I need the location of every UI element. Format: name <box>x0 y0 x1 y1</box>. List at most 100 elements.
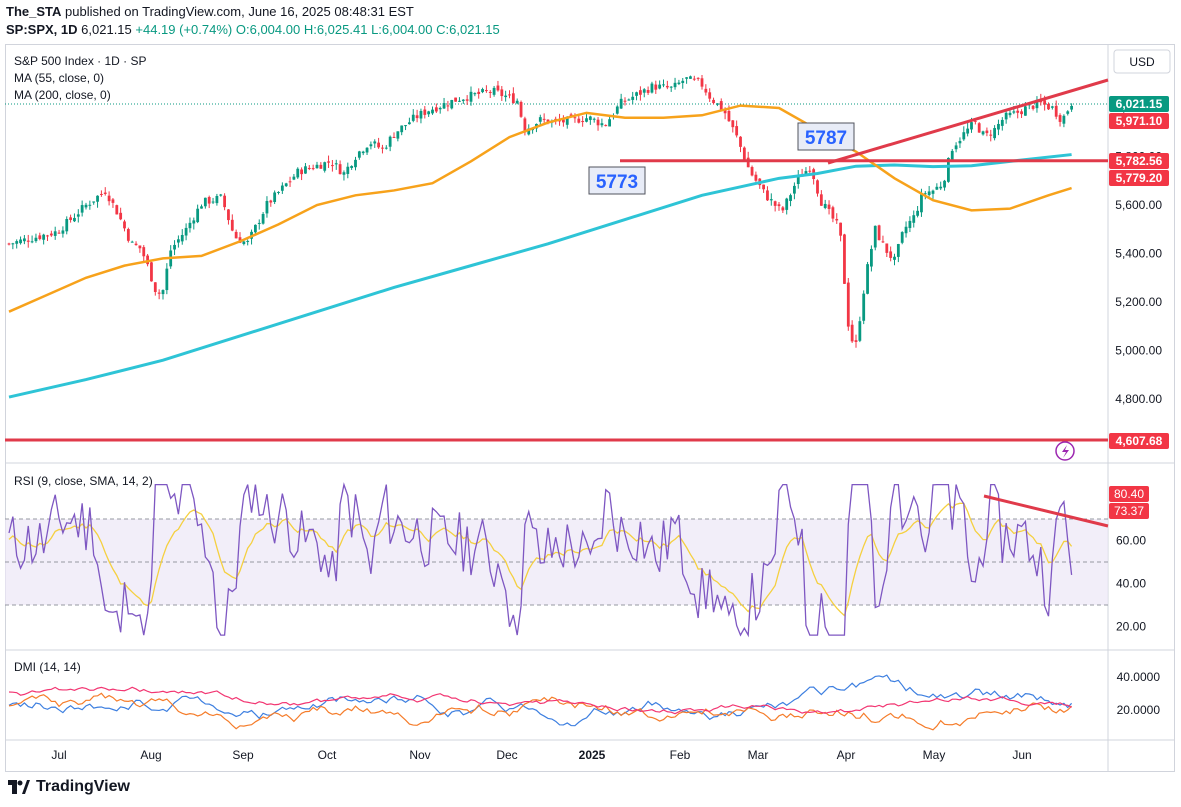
candle-body[interactable] <box>650 83 654 93</box>
candle-body[interactable] <box>769 199 773 201</box>
candle-body[interactable] <box>939 186 943 189</box>
candle-body[interactable] <box>319 164 323 169</box>
candle-body[interactable] <box>588 116 592 120</box>
candle-body[interactable] <box>434 107 438 112</box>
candle-body[interactable] <box>76 214 80 217</box>
candle-body[interactable] <box>277 191 280 193</box>
candle-body[interactable] <box>746 157 750 168</box>
candle-body[interactable] <box>465 99 469 101</box>
candle-body[interactable] <box>234 231 238 239</box>
candle-body[interactable] <box>211 201 215 203</box>
candle-body[interactable] <box>527 128 531 135</box>
candle-body[interactable] <box>461 99 465 101</box>
candle-body[interactable] <box>739 136 742 147</box>
candle-body[interactable] <box>954 145 958 150</box>
candle-body[interactable] <box>577 118 581 123</box>
candle-body[interactable] <box>1024 106 1027 116</box>
candle-body[interactable] <box>585 118 588 122</box>
candle-body[interactable] <box>184 227 188 236</box>
candle-body[interactable] <box>215 196 219 204</box>
candle-body[interactable] <box>207 197 211 204</box>
candle-body[interactable] <box>373 141 377 144</box>
candle-body[interactable] <box>1000 119 1004 126</box>
candle-body[interactable] <box>49 233 53 236</box>
candle-body[interactable] <box>689 76 692 79</box>
candle-body[interactable] <box>900 232 904 243</box>
candle-body[interactable] <box>361 151 365 154</box>
candle-body[interactable] <box>107 195 111 202</box>
candle-body[interactable] <box>458 100 461 102</box>
candle-body[interactable] <box>835 218 839 221</box>
candle-body[interactable] <box>943 180 946 188</box>
candle-body[interactable] <box>658 84 662 89</box>
candle-body[interactable] <box>126 229 130 241</box>
candle-body[interactable] <box>396 131 400 139</box>
candle-body[interactable] <box>781 207 785 211</box>
candle-body[interactable] <box>408 122 411 125</box>
rising-trendline[interactable] <box>827 78 1109 165</box>
candle-body[interactable] <box>307 167 311 169</box>
candle-body[interactable] <box>700 78 704 87</box>
candle-body[interactable] <box>997 123 1000 130</box>
candle-body[interactable] <box>334 163 338 165</box>
candle-body[interactable] <box>269 200 273 203</box>
candle-body[interactable] <box>123 221 126 229</box>
candle-body[interactable] <box>246 240 250 242</box>
candle-body[interactable] <box>177 239 180 243</box>
candle-body[interactable] <box>639 90 642 95</box>
candle-body[interactable] <box>1004 112 1008 120</box>
candle-body[interactable] <box>485 90 488 92</box>
candle-body[interactable] <box>273 192 277 202</box>
chart-frame[interactable] <box>5 44 1175 772</box>
candle-body[interactable] <box>989 134 993 136</box>
candle-body[interactable] <box>816 180 819 194</box>
candle-body[interactable] <box>488 91 492 93</box>
candle-body[interactable] <box>173 244 176 250</box>
candle-body[interactable] <box>115 205 119 215</box>
candle-body[interactable] <box>65 219 69 232</box>
candle-body[interactable] <box>719 101 723 110</box>
candle-body[interactable] <box>931 190 935 194</box>
dmi-pane[interactable] <box>8 674 1073 731</box>
candle-body[interactable] <box>777 204 781 207</box>
candle-body[interactable] <box>284 183 288 187</box>
candle-body[interactable] <box>165 268 169 291</box>
candle-body[interactable] <box>219 194 223 196</box>
candle-body[interactable] <box>619 98 623 109</box>
candle-body[interactable] <box>523 118 527 133</box>
candle-body[interactable] <box>46 235 49 237</box>
candle-body[interactable] <box>669 86 673 88</box>
candle-body[interactable] <box>69 217 72 220</box>
candle-body[interactable] <box>311 168 315 170</box>
candle-body[interactable] <box>327 161 330 163</box>
candle-body[interactable] <box>927 191 931 196</box>
candle-body[interactable] <box>920 194 923 213</box>
candle-body[interactable] <box>442 103 446 109</box>
candle-body[interactable] <box>384 147 388 149</box>
candle-body[interactable] <box>908 220 912 229</box>
candle-body[interactable] <box>1043 100 1047 105</box>
candle-body[interactable] <box>73 217 76 222</box>
candle-body[interactable] <box>916 210 919 216</box>
candle-body[interactable] <box>203 197 207 207</box>
candle-body[interactable] <box>431 109 434 114</box>
candle-body[interactable] <box>542 118 546 120</box>
candle-body[interactable] <box>562 119 565 123</box>
candle-body[interactable] <box>323 162 327 171</box>
candle-body[interactable] <box>727 110 731 122</box>
candle-body[interactable] <box>427 111 431 115</box>
candle-body[interactable] <box>354 159 357 168</box>
candle-body[interactable] <box>796 174 800 185</box>
candle-body[interactable] <box>889 251 893 258</box>
candle-body[interactable] <box>1035 99 1039 109</box>
candle-body[interactable] <box>581 121 585 123</box>
candle-body[interactable] <box>866 264 869 294</box>
candle-body[interactable] <box>404 125 407 127</box>
candle-body[interactable] <box>304 166 307 174</box>
adx-line[interactable] <box>8 686 1072 715</box>
candle-body[interactable] <box>993 128 996 139</box>
candle-body[interactable] <box>150 262 153 282</box>
candle-body[interactable] <box>935 186 939 190</box>
candle-body[interactable] <box>642 89 646 93</box>
